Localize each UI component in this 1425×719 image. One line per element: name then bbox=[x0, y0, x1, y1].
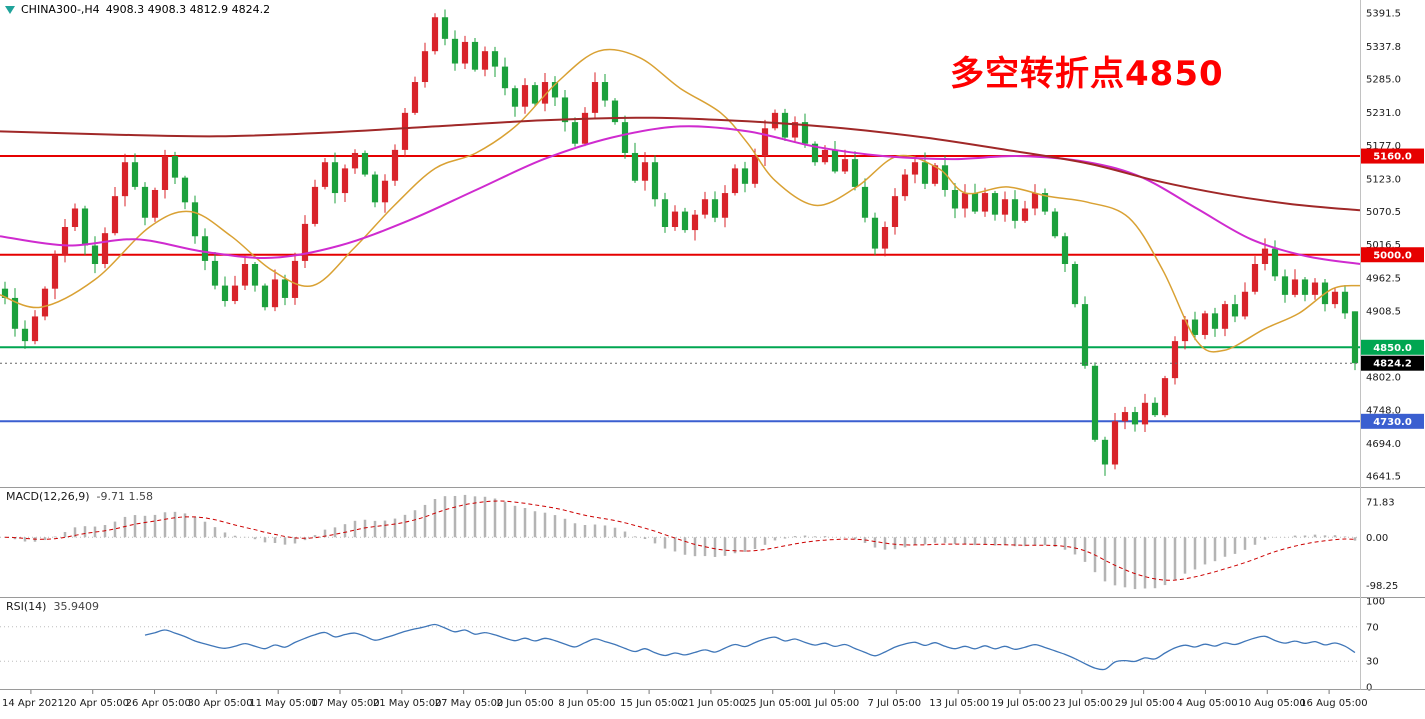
ma-fast-line bbox=[0, 48, 1361, 353]
svg-text:29 Jul 05:00: 29 Jul 05:00 bbox=[1115, 698, 1175, 709]
annotation-text: 多空转折点4850 bbox=[950, 54, 1224, 94]
ma-slow-line bbox=[0, 116, 1361, 212]
svg-text:21 Jun 05:00: 21 Jun 05:00 bbox=[682, 698, 746, 709]
macd-signal-line bbox=[4, 500, 1356, 581]
svg-text:71.83: 71.83 bbox=[1366, 497, 1395, 508]
svg-text:21 May 05:00: 21 May 05:00 bbox=[373, 698, 442, 709]
svg-text:19 Jul 05:00: 19 Jul 05:00 bbox=[991, 698, 1051, 709]
price-axis[interactable]: 5391.5 5337.8 5285.0 5231.0 5177.0 5123.0 5070… bbox=[1361, 9, 1424, 483]
svg-text:26 Apr 05:00: 26 Apr 05:00 bbox=[126, 698, 191, 709]
macd-indicator-label: MACD(12,26,9) -9.71 1.58 bbox=[6, 490, 153, 503]
svg-text:30 Apr 05:00: 30 Apr 05:00 bbox=[187, 698, 252, 709]
svg-text:5016.5: 5016.5 bbox=[1366, 240, 1401, 251]
svg-text:5337.8: 5337.8 bbox=[1366, 42, 1401, 53]
svg-text:0: 0 bbox=[1366, 683, 1372, 694]
svg-text:17 May 05:00: 17 May 05:00 bbox=[311, 698, 380, 709]
svg-text:15 Jun 05:00: 15 Jun 05:00 bbox=[620, 698, 684, 709]
svg-text:8 Jun 05:00: 8 Jun 05:00 bbox=[558, 698, 615, 709]
horizontal-level-lines bbox=[0, 155, 1360, 423]
price-scale-badge: 4824.2 bbox=[1361, 355, 1424, 371]
svg-text:14 Apr 2021: 14 Apr 2021 bbox=[2, 698, 64, 709]
svg-text:1 Jul 05:00: 1 Jul 05:00 bbox=[806, 698, 860, 709]
svg-text:5123.0: 5123.0 bbox=[1366, 174, 1401, 185]
svg-text:10 Aug 05:00: 10 Aug 05:00 bbox=[1238, 698, 1305, 709]
price-scale-badge: 4850.0 bbox=[1361, 339, 1424, 355]
svg-text:4908.5: 4908.5 bbox=[1366, 307, 1401, 318]
candlestick-series bbox=[1, 9, 1359, 476]
svg-text:100: 100 bbox=[1366, 597, 1385, 608]
svg-text:70: 70 bbox=[1366, 622, 1379, 633]
svg-text:5391.5: 5391.5 bbox=[1366, 9, 1401, 20]
svg-text:13 Jul 05:00: 13 Jul 05:00 bbox=[929, 698, 989, 709]
chart-legend: CHINA300-,H4 4908.3 4908.3 4812.9 4824.2 bbox=[5, 3, 270, 16]
macd-current-values: -9.71 1.58 bbox=[96, 490, 153, 503]
svg-text:4748.0: 4748.0 bbox=[1366, 406, 1401, 417]
symbol-ohlc-values: 4908.3 4908.3 4812.9 4824.2 bbox=[105, 3, 271, 16]
svg-text:-98.25: -98.25 bbox=[1366, 581, 1398, 592]
svg-text:11 May 05:00: 11 May 05:00 bbox=[249, 698, 318, 709]
macd-histogram bbox=[13, 494, 1357, 590]
svg-text:7 Jul 05:00: 7 Jul 05:00 bbox=[867, 698, 921, 709]
symbol-marker-icon bbox=[5, 5, 15, 14]
rsi-current-value: 35.9409 bbox=[53, 600, 99, 613]
macd-name: MACD(12,26,9) bbox=[6, 490, 90, 503]
price-scale-badge: 5160.0 bbox=[1361, 148, 1424, 164]
rsi-name: RSI(14) bbox=[6, 600, 47, 613]
svg-text:4802.0: 4802.0 bbox=[1366, 372, 1401, 383]
svg-text:5000.0: 5000.0 bbox=[1373, 250, 1412, 261]
price-scale-badge: 4730.0 bbox=[1361, 413, 1424, 429]
svg-text:27 May 05:00: 27 May 05:00 bbox=[435, 698, 504, 709]
ma-medium-line bbox=[0, 125, 1361, 265]
svg-text:0.00: 0.00 bbox=[1366, 533, 1388, 544]
price-scale-badge: 5000.0 bbox=[1361, 247, 1424, 263]
svg-text:4824.2: 4824.2 bbox=[1373, 359, 1412, 370]
svg-text:16 Aug 05:00: 16 Aug 05:00 bbox=[1300, 698, 1367, 709]
svg-text:23 Jul 05:00: 23 Jul 05:00 bbox=[1053, 698, 1113, 709]
svg-text:4641.5: 4641.5 bbox=[1366, 471, 1401, 482]
rsi-line bbox=[144, 623, 1356, 671]
svg-text:2 Jun 05:00: 2 Jun 05:00 bbox=[497, 698, 554, 709]
symbol-timeframe-label: CHINA300-,H4 bbox=[21, 3, 100, 16]
svg-text:4730.0: 4730.0 bbox=[1373, 417, 1412, 428]
svg-text:5070.5: 5070.5 bbox=[1366, 207, 1401, 218]
svg-text:5231.0: 5231.0 bbox=[1366, 108, 1401, 119]
svg-text:25 Jun 05:00: 25 Jun 05:00 bbox=[744, 698, 808, 709]
rsi-indicator-label: RSI(14) 35.9409 bbox=[6, 600, 99, 613]
svg-text:5160.0: 5160.0 bbox=[1373, 152, 1412, 163]
svg-text:5177.0: 5177.0 bbox=[1366, 141, 1401, 152]
svg-text:4694.0: 4694.0 bbox=[1366, 439, 1401, 450]
svg-text:20 Apr 05:00: 20 Apr 05:00 bbox=[64, 698, 129, 709]
svg-text:5285.0: 5285.0 bbox=[1366, 74, 1401, 85]
svg-text:4850.0: 4850.0 bbox=[1373, 343, 1412, 354]
svg-text:4 Aug 05:00: 4 Aug 05:00 bbox=[1177, 698, 1238, 709]
svg-text:30: 30 bbox=[1366, 657, 1379, 668]
svg-text:4962.5: 4962.5 bbox=[1366, 273, 1401, 284]
